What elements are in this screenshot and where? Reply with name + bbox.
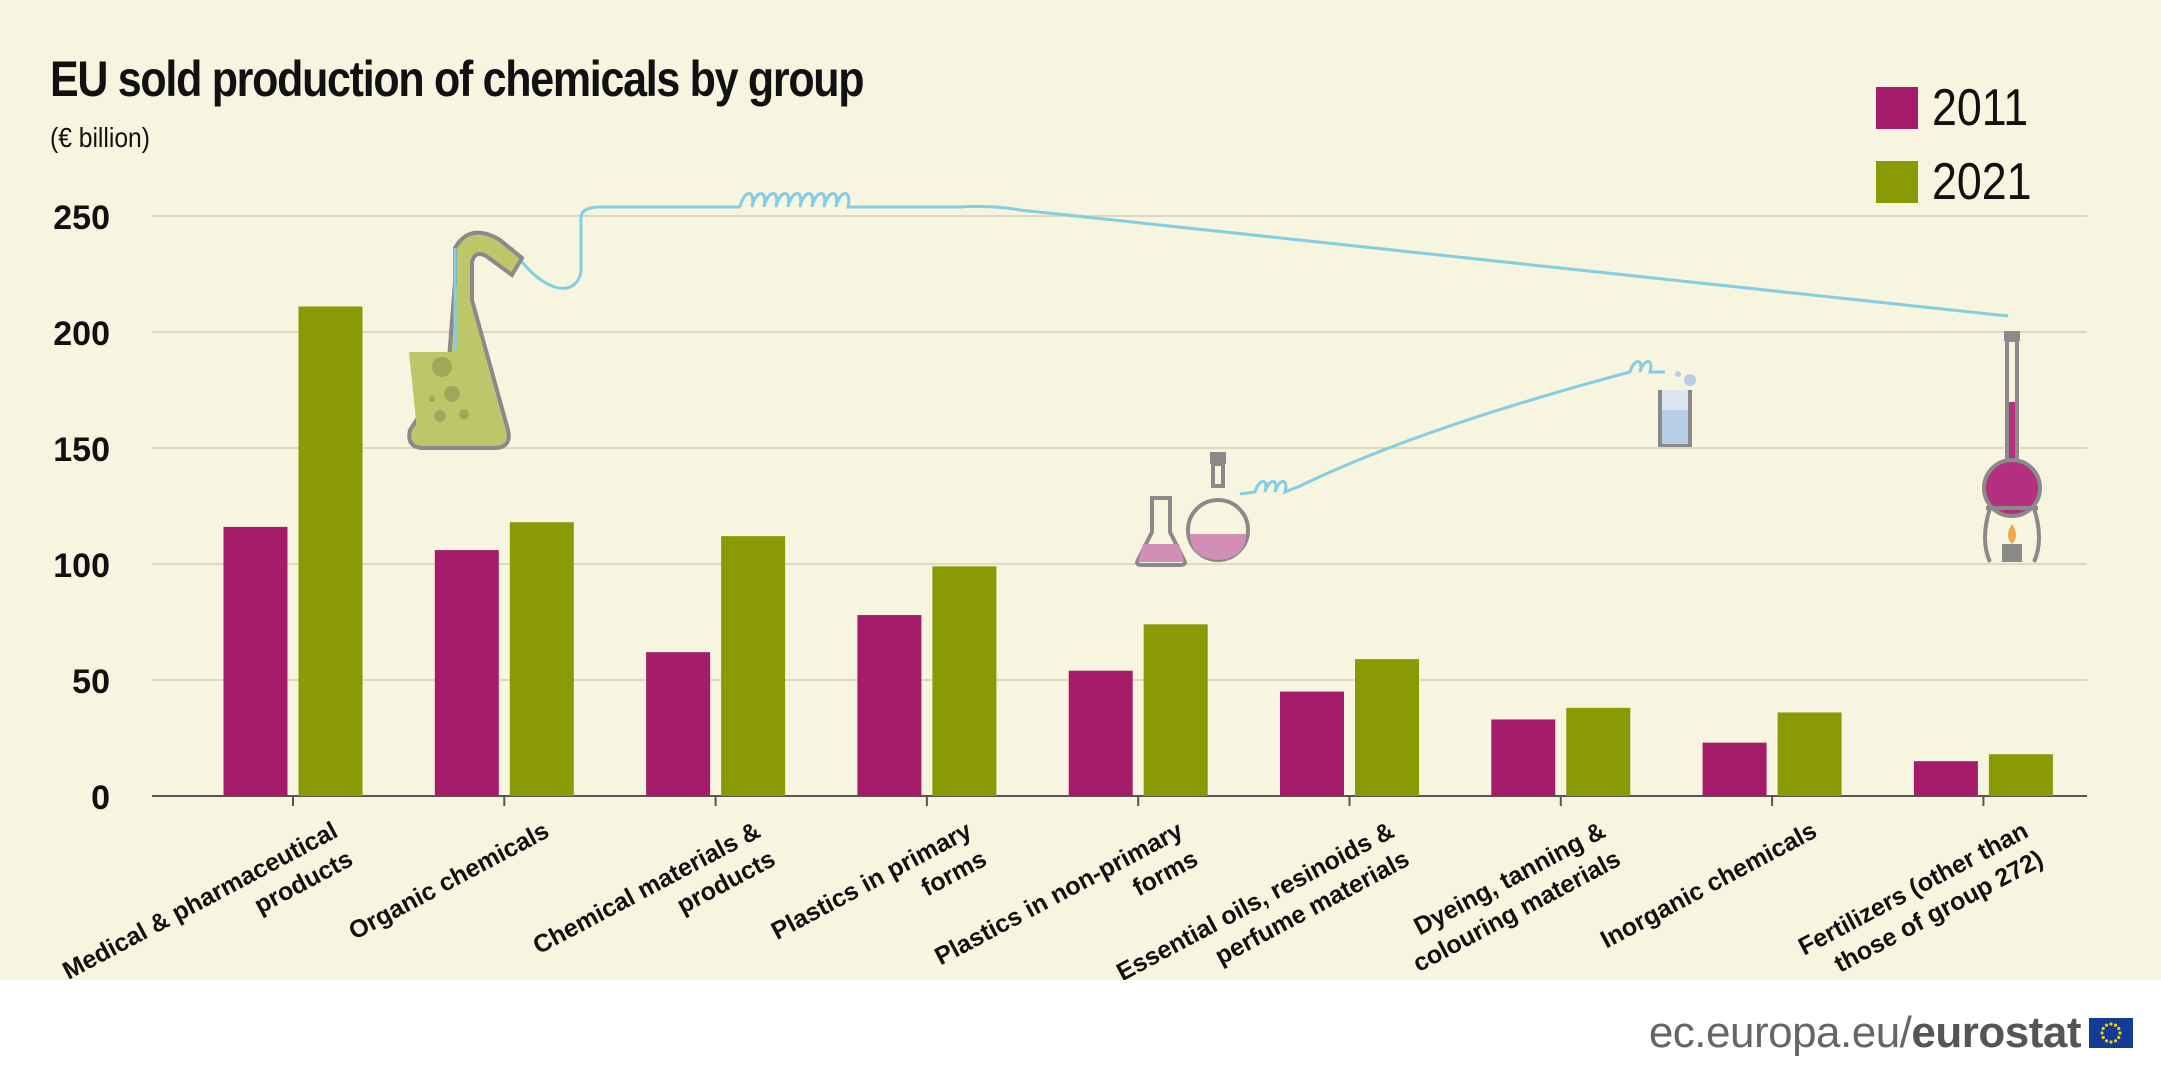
green-flask-icon (407, 230, 525, 450)
bar-2021 (932, 566, 997, 796)
y-tick-label: 0 (91, 779, 110, 817)
round-flask-icon (1186, 360, 1665, 562)
bar-2011 (434, 550, 499, 796)
y-tick-label: 200 (53, 315, 110, 353)
x-category-label: Inorganic chemicals (1596, 816, 1821, 954)
bar-2011 (857, 615, 922, 796)
footer-domain: ec.europa.eu/ (1648, 1008, 1912, 1057)
x-category-label-line: Inorganic chemicals (1596, 816, 1821, 954)
legend-label-2021: 2021 (1932, 153, 2032, 211)
bar-2011 (1280, 691, 1344, 796)
legend-item-2021: 2021 (1876, 152, 2048, 212)
footer-brand: eurostat (1911, 1008, 2081, 1057)
bar-2011 (223, 526, 288, 796)
bars-layer (223, 306, 2053, 796)
x-category-label: Medical & pharmaceuticalproducts (58, 816, 357, 980)
bar-2021 (1566, 707, 1631, 796)
bar-2021 (1988, 754, 2053, 796)
legend-swatch-2021 (1876, 161, 1918, 203)
bar-2021 (1777, 712, 1842, 796)
bar-2011 (1913, 761, 1978, 796)
legend-item-2011: 2011 (1876, 78, 2044, 138)
tube-coil-decoration (738, 192, 2009, 318)
chart-svg: 0 50 100 150 200 250 (53, 192, 2087, 980)
bar-2011 (1491, 719, 1556, 796)
chart-title: EU sold production of chemicals by group (50, 51, 865, 107)
connecting-tube-decoration (510, 205, 740, 290)
bar-2011 (1702, 742, 1767, 796)
x-category-label-line: Organic chemicals (344, 816, 553, 945)
bar-2011 (1068, 670, 1133, 796)
y-tick-label: 250 (53, 199, 110, 237)
bar-2021 (1355, 659, 1419, 796)
source-footer: ec.europa.eu/ eurostat (1649, 1008, 2133, 1058)
y-tick-label: 50 (72, 663, 110, 701)
small-flask-icon (1135, 496, 1187, 567)
y-tick-label: 100 (53, 547, 110, 585)
x-axis-labels: Medical & pharmaceuticalproductsOrganic … (58, 816, 2048, 980)
heated-flask-icon (1982, 331, 2042, 563)
bar-2011 (646, 652, 711, 796)
beaker-icon (1658, 371, 1696, 447)
eu-flag-icon (2089, 1018, 2133, 1048)
lab-illustrations (407, 192, 2042, 567)
bar-2021 (298, 306, 363, 796)
x-category-label: Chemical materials &products (528, 816, 779, 980)
bar-2021 (721, 536, 786, 796)
x-category-label: Organic chemicals (344, 816, 553, 945)
x-category-label: Fertilizers (other thanthose of group 27… (1794, 816, 2048, 980)
x-category-label: Dyeing, tanning &colouring materials (1393, 816, 1625, 977)
y-tick-label: 150 (53, 431, 110, 469)
legend-label-2011: 2011 (1932, 79, 2029, 137)
bar-2021 (509, 522, 574, 796)
legend-swatch-2011 (1876, 87, 1918, 129)
chart-subtitle: (€ billion) (50, 122, 150, 153)
bar-2021 (1143, 624, 1208, 796)
